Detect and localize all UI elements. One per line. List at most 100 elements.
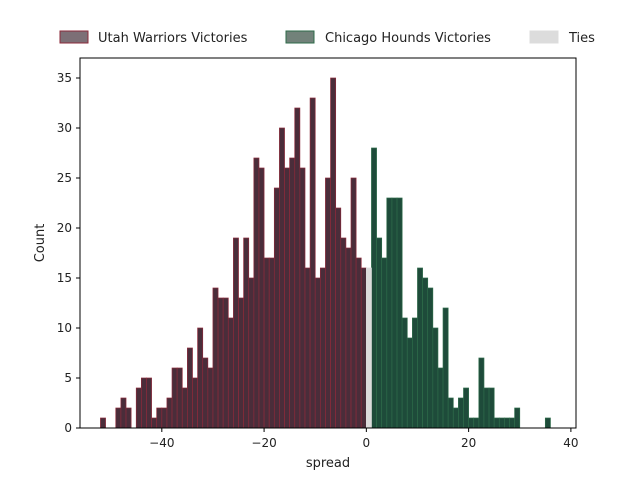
histogram-bar bbox=[233, 237, 239, 429]
histogram-bar bbox=[212, 287, 219, 429]
y-tick-label: 5 bbox=[64, 371, 72, 385]
histogram-bar bbox=[330, 77, 337, 429]
histogram-bar bbox=[238, 297, 244, 429]
histogram-bar bbox=[319, 267, 326, 429]
histogram-bar bbox=[135, 387, 142, 429]
histogram-bar bbox=[120, 397, 127, 429]
histogram-bar bbox=[146, 377, 152, 429]
x-axis-label: spread bbox=[306, 456, 350, 471]
histogram-bar bbox=[115, 407, 122, 429]
x-tick-label: 0 bbox=[363, 436, 371, 450]
histogram-bar bbox=[248, 277, 255, 429]
histogram-bar bbox=[156, 407, 163, 429]
bars-group bbox=[100, 77, 551, 429]
histogram-bar bbox=[279, 127, 285, 429]
histogram-bar bbox=[371, 147, 377, 429]
histogram-bar bbox=[514, 407, 521, 429]
histogram-bar bbox=[340, 237, 347, 429]
histogram-bar bbox=[227, 317, 234, 429]
histogram-bar bbox=[299, 167, 306, 429]
histogram-bar bbox=[258, 167, 265, 429]
histogram-bar bbox=[345, 247, 352, 429]
histogram-bar bbox=[473, 417, 480, 429]
histogram-bar bbox=[171, 367, 178, 429]
plot-frame bbox=[79, 57, 577, 429]
histogram-bar bbox=[391, 197, 398, 429]
histogram-bar bbox=[493, 417, 500, 429]
histogram-bar bbox=[197, 327, 204, 429]
histogram-bar bbox=[202, 357, 209, 429]
histogram-bar bbox=[217, 297, 224, 429]
histogram-bar bbox=[381, 257, 388, 429]
histogram-bar bbox=[253, 157, 260, 429]
histogram-bar bbox=[125, 407, 132, 429]
y-tick-label: 10 bbox=[57, 321, 72, 335]
x-tick-label: −40 bbox=[149, 436, 174, 450]
histogram-bar bbox=[504, 417, 510, 429]
histogram-bar bbox=[427, 287, 434, 429]
histogram-bar bbox=[432, 327, 439, 429]
y-tick-label: 20 bbox=[57, 221, 72, 235]
legend-label-utah: Utah Warriors Victories bbox=[98, 31, 248, 46]
histogram-bar bbox=[509, 417, 515, 429]
legend-swatch-utah bbox=[59, 30, 89, 44]
histogram-bar bbox=[161, 407, 168, 429]
histogram-bar bbox=[401, 317, 408, 429]
histogram-bar bbox=[294, 107, 301, 429]
histogram-bar bbox=[100, 417, 106, 429]
histogram-bar bbox=[422, 277, 429, 429]
legend-swatch-ties bbox=[529, 30, 559, 44]
legend-entry-chicago: Chicago Hounds Victories bbox=[285, 30, 491, 46]
histogram-bar bbox=[192, 377, 198, 429]
y-tick-label: 35 bbox=[57, 71, 72, 85]
y-axis-label: Count bbox=[33, 224, 48, 263]
histogram-bar bbox=[181, 387, 188, 429]
x-tick-label: −20 bbox=[251, 436, 276, 450]
histogram-bar bbox=[243, 237, 250, 429]
histogram-bar bbox=[463, 387, 469, 429]
y-tick-label: 30 bbox=[57, 121, 72, 135]
histogram-bar bbox=[452, 407, 459, 429]
histogram-bar bbox=[141, 377, 147, 429]
histogram-bar bbox=[366, 267, 372, 429]
histogram-bar bbox=[412, 317, 418, 429]
histogram-bar bbox=[335, 207, 342, 429]
histogram-bar bbox=[304, 267, 311, 429]
histogram-bar bbox=[309, 97, 316, 429]
histogram-bar bbox=[458, 397, 464, 429]
histogram-bar bbox=[273, 187, 280, 429]
histogram-bar bbox=[325, 177, 331, 429]
y-tick-label: 15 bbox=[57, 271, 72, 285]
histogram-bar bbox=[442, 307, 449, 429]
histogram-bar bbox=[417, 267, 423, 429]
histogram-bar bbox=[176, 367, 183, 429]
histogram-bar bbox=[406, 337, 413, 429]
histogram-bar bbox=[187, 347, 193, 429]
histogram-bar bbox=[222, 297, 229, 429]
histogram-bar bbox=[544, 417, 551, 429]
histogram-bar bbox=[468, 417, 475, 429]
y-tick-label: 0 bbox=[64, 421, 72, 435]
histogram-bar bbox=[151, 417, 158, 429]
histogram-bar bbox=[488, 387, 495, 429]
y-tick-label: 25 bbox=[57, 171, 72, 185]
histogram-bar bbox=[268, 257, 275, 429]
legend-entry-utah: Utah Warriors Victories bbox=[59, 30, 248, 46]
histogram-bar bbox=[396, 197, 403, 429]
histogram-bar bbox=[314, 277, 321, 429]
histogram-bar bbox=[166, 397, 173, 429]
legend-swatch-chicago bbox=[285, 30, 315, 44]
histogram-bar bbox=[437, 367, 444, 429]
axes-group: −40 −20 0 20 40 0 5 10 15 20 25 30 35 bbox=[57, 57, 579, 450]
legend-label-chicago: Chicago Hounds Victories bbox=[325, 31, 491, 46]
histogram-bar bbox=[478, 357, 485, 429]
histogram-bar bbox=[350, 177, 357, 429]
x-tick-label: 20 bbox=[461, 436, 476, 450]
histogram-bar bbox=[447, 397, 454, 429]
histogram-bar bbox=[263, 257, 270, 429]
histogram-bar bbox=[483, 387, 490, 429]
histogram-bar bbox=[360, 267, 367, 429]
histogram-bar bbox=[207, 367, 214, 429]
legend-label-ties: Ties bbox=[568, 31, 595, 46]
